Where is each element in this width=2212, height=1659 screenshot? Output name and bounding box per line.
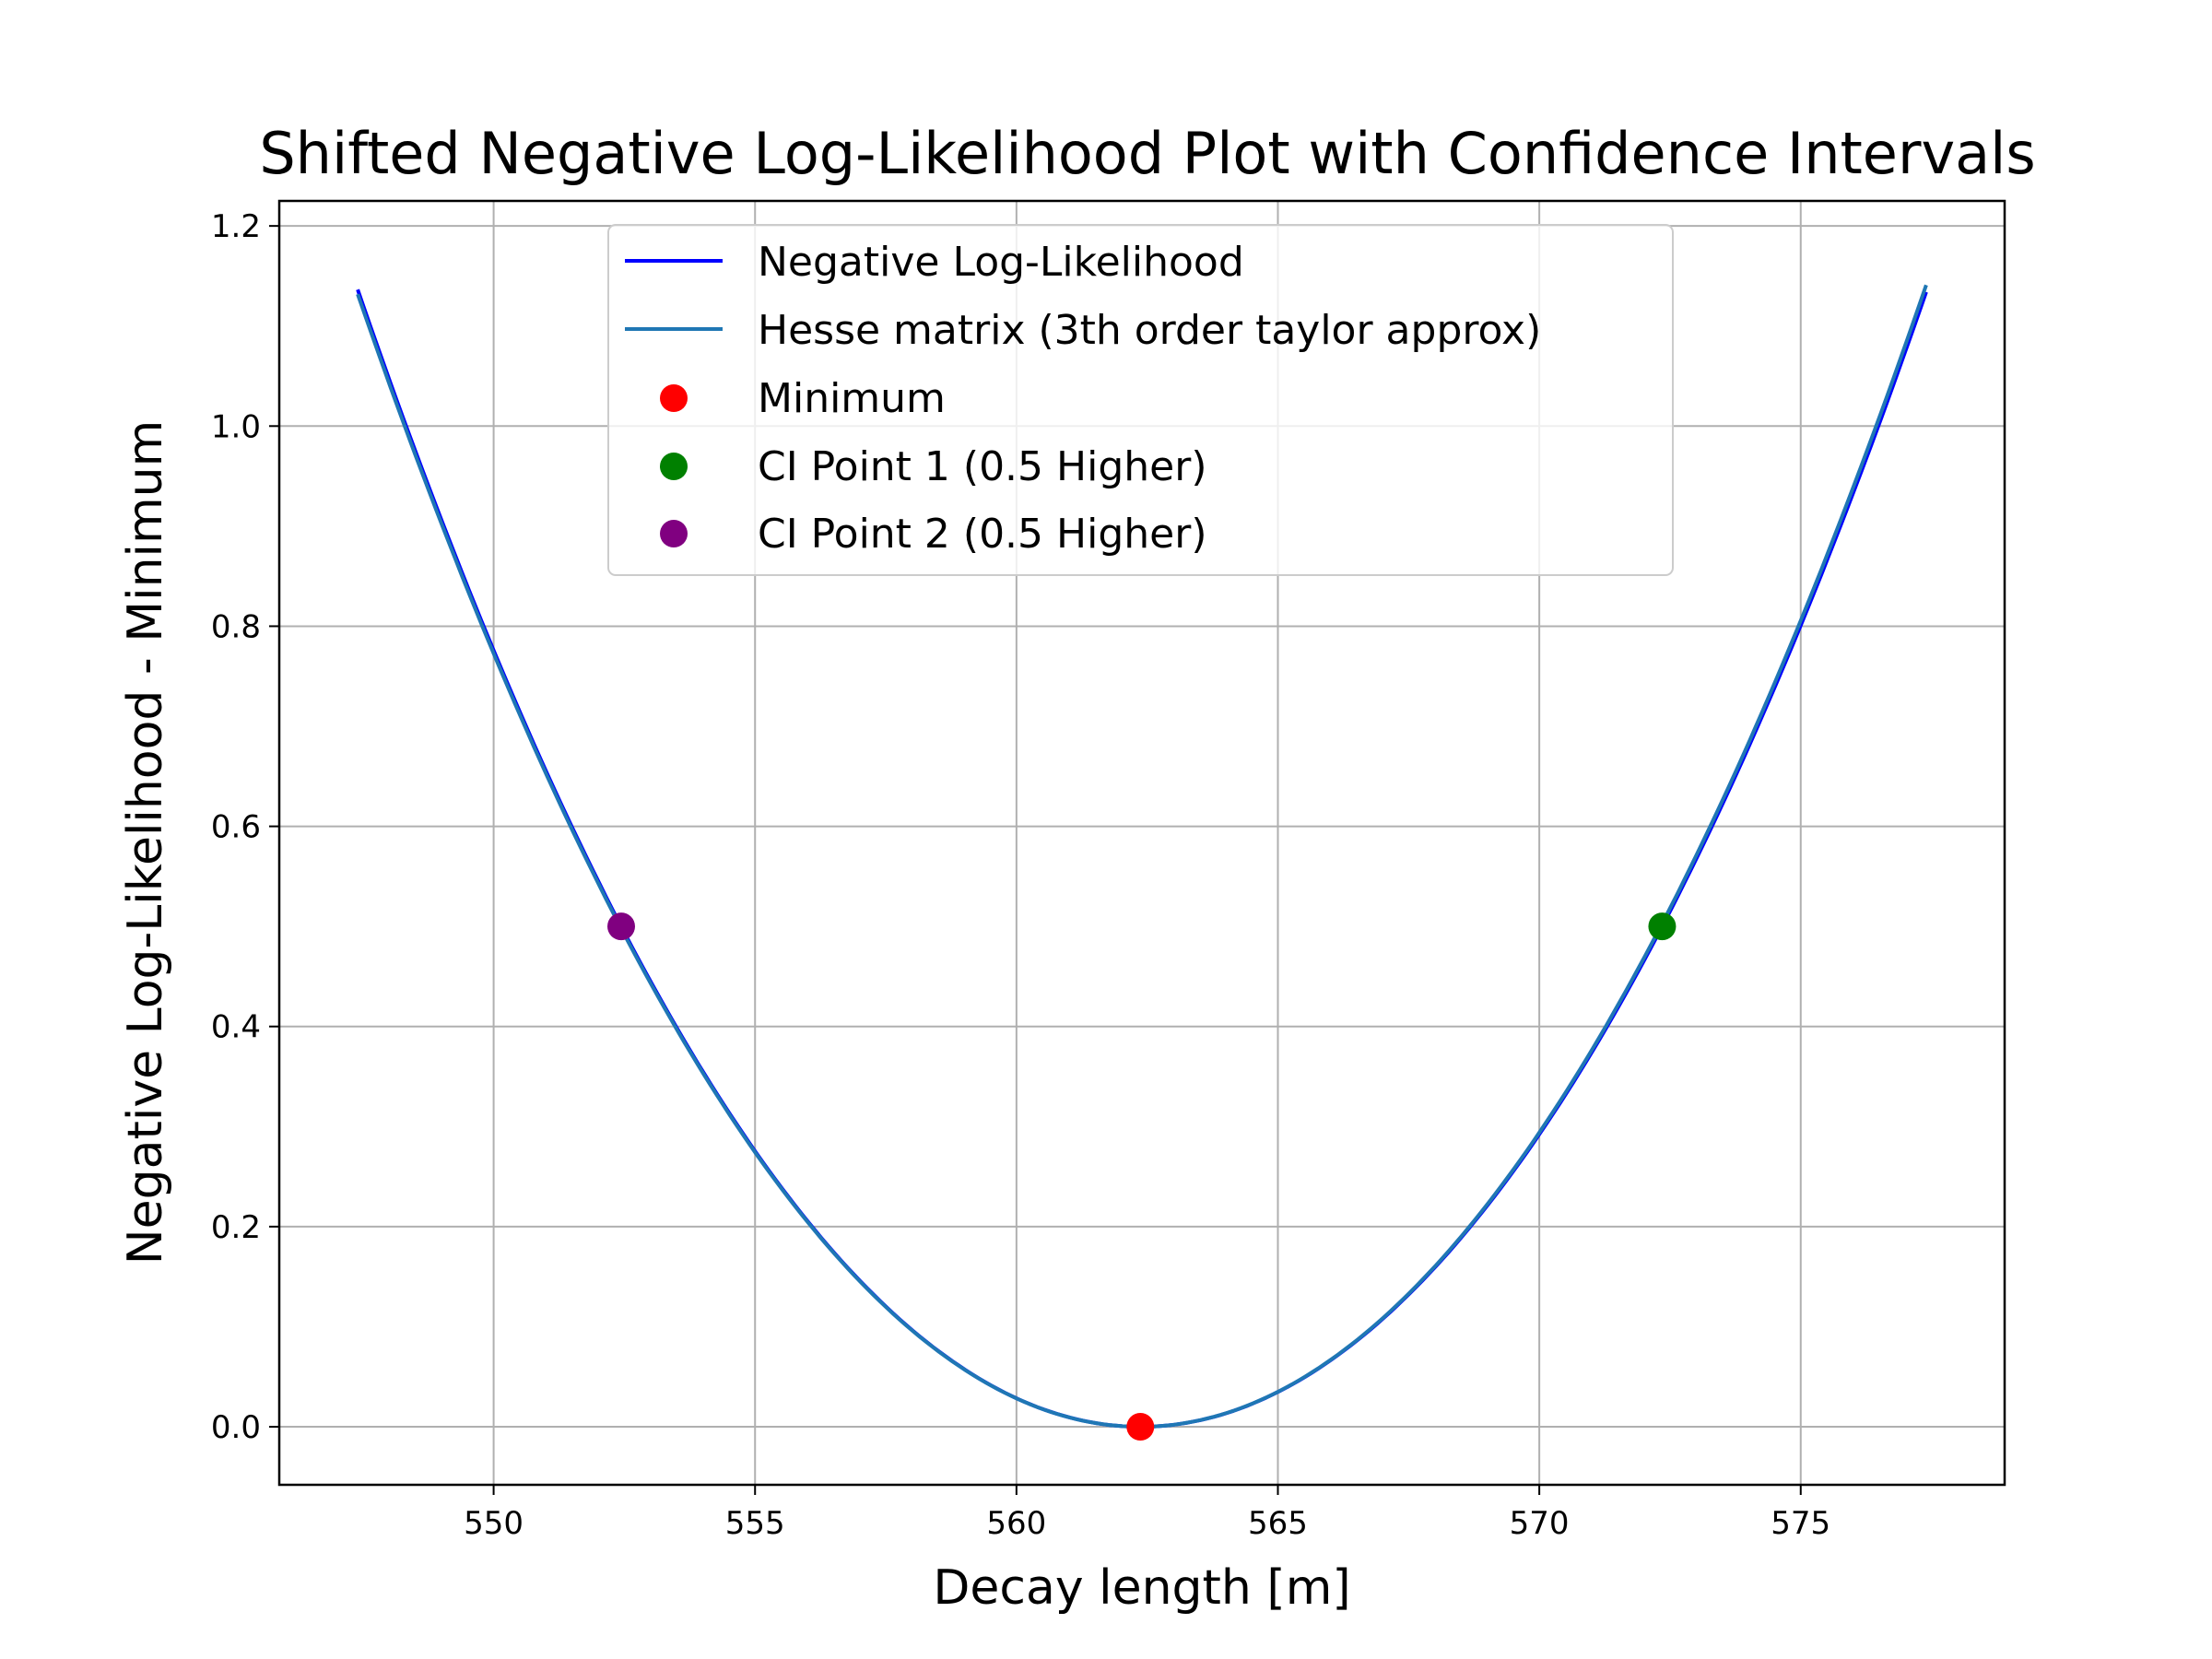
legend-box — [607, 224, 1674, 576]
y-tick-label: 1.2 — [211, 208, 261, 245]
y-tick-label: 0.4 — [211, 1009, 261, 1046]
y-tick-label: 0.6 — [211, 809, 261, 846]
plot-area-series — [356, 284, 1928, 1441]
legend-swatch-ci-point-2 — [660, 520, 688, 547]
x-tick-label: 550 — [464, 1505, 524, 1542]
chart-title: Shifted Negative Log-Likelihood Plot wit… — [259, 120, 2035, 187]
y-tick-label: 1.0 — [211, 408, 261, 445]
x-tick-label: 575 — [1771, 1505, 1830, 1542]
ci-point-2 — [606, 912, 635, 941]
ci-point-1 — [1648, 912, 1677, 941]
y-tick-label: 0.8 — [211, 608, 261, 645]
x-tick-label: 555 — [725, 1505, 785, 1542]
legend-label-ci-point-2: CI Point 2 (0.5 Higher) — [758, 511, 1206, 558]
x-axis-title: Decay length [m] — [933, 1560, 1350, 1616]
plot-frame — [277, 199, 2006, 1487]
axis-ticks: 550 555 560 565 570 575 0.0 0.2 0.4 0.6 0.8 1.0 1.2 — [211, 208, 1830, 1542]
legend-swatch-minimum — [660, 384, 688, 412]
y-tick-label: 0.2 — [211, 1209, 261, 1246]
x-tick-label: 560 — [986, 1505, 1046, 1542]
legend-label-nll: Negative Log-Likelihood — [758, 239, 1244, 286]
y-tick-label: 0.0 — [211, 1409, 261, 1446]
minimum-point — [1126, 1413, 1155, 1441]
legend-label-hesse: Hesse matrix (3th order taylor approx) — [758, 307, 1541, 354]
legend-label-ci-point-1: CI Point 1 (0.5 Higher) — [758, 443, 1206, 490]
y-axis-title: Negative Log-Likelihood - Minimum — [118, 420, 173, 1265]
x-tick-label: 570 — [1510, 1505, 1570, 1542]
x-tick-label: 565 — [1248, 1505, 1308, 1542]
legend-label-minimum: Minimum — [758, 375, 946, 422]
legend-swatch-ci-point-1 — [660, 453, 688, 480]
legend: Negative Log-Likelihood Hesse matrix (3t… — [607, 224, 1674, 576]
